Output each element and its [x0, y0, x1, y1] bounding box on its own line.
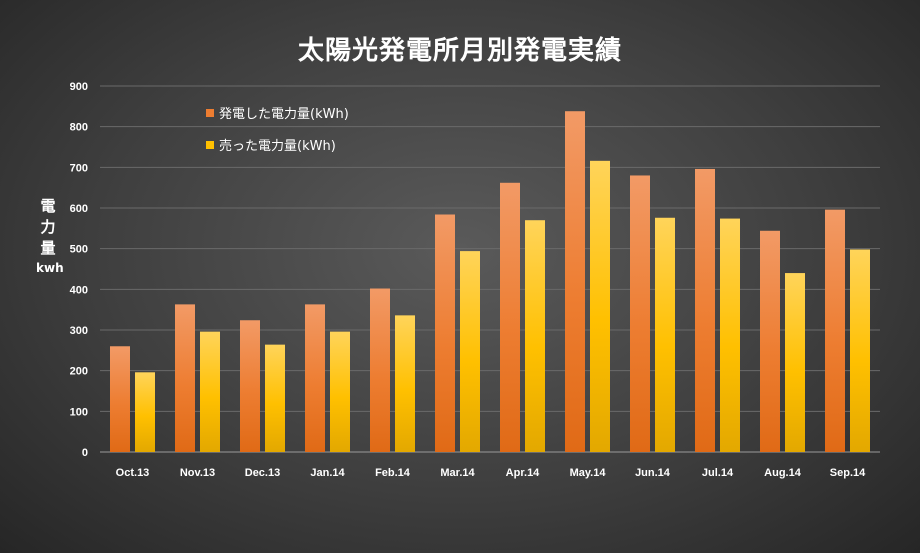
bar-sold — [395, 315, 415, 452]
bar-sold — [590, 160, 610, 452]
y-tick-label: 400 — [70, 284, 88, 296]
y-axis-label: 電 力 量 kwh — [36, 196, 64, 277]
x-tick-label: Sep.14 — [830, 467, 866, 479]
x-tick-label: Feb.14 — [375, 467, 411, 479]
legend-swatch — [206, 109, 214, 117]
y-tick-label: 200 — [70, 366, 88, 378]
gridlines — [100, 85, 880, 453]
y-tick-label: 100 — [70, 406, 88, 418]
bar-generated — [435, 214, 455, 452]
y-tick-label: 600 — [70, 203, 88, 215]
bar-generated — [825, 209, 845, 452]
x-tick-label: Jan.14 — [310, 467, 345, 479]
y-tick-label: 500 — [70, 244, 88, 256]
bar-generated — [500, 182, 520, 452]
y-tick-label: 800 — [70, 122, 88, 134]
bar-sold — [720, 218, 740, 452]
x-tick-label: Jul.14 — [702, 467, 734, 479]
y-axis-unit: kwh — [36, 261, 64, 275]
bar-sold — [785, 273, 805, 452]
y-axis-label-char: 量 — [40, 239, 56, 257]
x-tick-label: Jun.14 — [635, 467, 671, 479]
bar-generated — [240, 320, 260, 452]
legend-swatch — [206, 141, 214, 149]
bar-generated — [175, 304, 195, 452]
y-axis-label-char: 力 — [40, 218, 56, 236]
bar-sold — [135, 372, 155, 452]
bar-sold — [525, 220, 545, 452]
bar-generated — [760, 230, 780, 452]
bar-generated — [630, 175, 650, 452]
x-tick-label: Aug.14 — [764, 467, 802, 479]
bar-sold — [265, 344, 285, 452]
bar-sold — [460, 251, 480, 452]
legend: 発電した電力量(kWh) 売った電力量(kWh) — [206, 107, 349, 154]
legend-label: 売った電力量(kWh) — [219, 138, 336, 154]
x-axis-ticks: Oct.13 Nov.13 Dec.13 Jan.14 Feb.14 Mar.14 Apr.… — [116, 467, 866, 479]
x-tick-label: Apr.14 — [506, 467, 541, 479]
bar-generated — [695, 168, 715, 452]
chart-title: 太陽光発電所月別発電実績 — [297, 36, 622, 66]
bar-sold — [330, 331, 350, 452]
y-tick-label: 700 — [70, 162, 88, 174]
bar-generated — [110, 346, 130, 452]
y-tick-label: 900 — [70, 81, 88, 93]
y-tick-label: 0 — [82, 447, 88, 459]
y-tick-label: 300 — [70, 325, 88, 337]
y-axis-label-char: 電 — [40, 197, 56, 215]
bar-generated — [370, 288, 390, 452]
x-tick-label: May.14 — [570, 467, 607, 479]
y-axis-ticks: 0 100 200 300 400 500 600 700 800 900 — [70, 81, 88, 459]
x-tick-label: Oct.13 — [116, 467, 150, 479]
bars — [110, 111, 870, 453]
x-tick-label: Nov.13 — [180, 467, 215, 479]
bar-generated — [565, 111, 585, 453]
legend-label: 発電した電力量(kWh) — [219, 107, 349, 122]
bar-sold — [655, 217, 675, 452]
x-tick-label: Mar.14 — [440, 467, 475, 479]
bar-sold — [200, 331, 220, 452]
bar-sold — [850, 249, 870, 452]
bar-generated — [305, 304, 325, 452]
x-tick-label: Dec.13 — [245, 467, 280, 479]
